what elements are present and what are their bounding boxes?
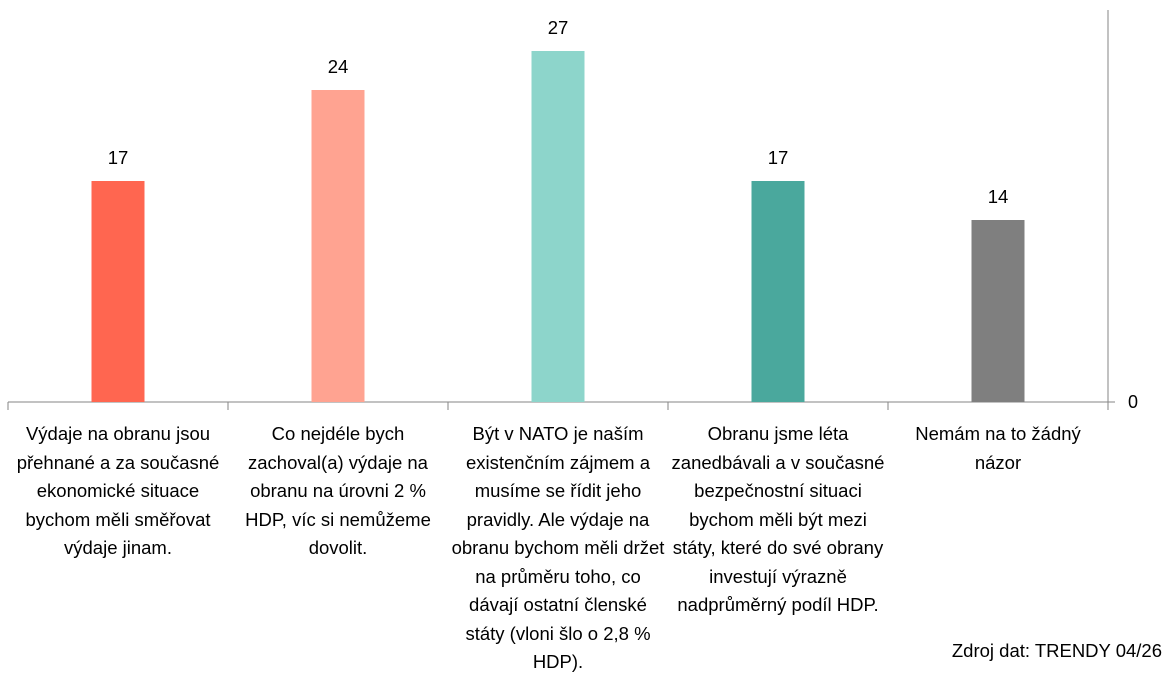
- category-label: Být v NATO je naším existenčním zájmem a…: [451, 423, 665, 672]
- data-label: 14: [988, 186, 1009, 207]
- bar: [311, 90, 365, 402]
- category-label: Obranu jsme léta zanedbávali a v současn…: [671, 423, 885, 615]
- data-label: 24: [328, 56, 349, 77]
- data-label: 17: [768, 147, 789, 168]
- category-label: Co nejdéle bych zachoval(a) výdaje na ob…: [245, 423, 431, 558]
- y-tick-label: 0: [1128, 392, 1138, 412]
- data-label: 27: [548, 17, 569, 38]
- bar: [751, 181, 805, 402]
- data-label: 17: [108, 147, 129, 168]
- bar: [971, 220, 1025, 402]
- bar: [91, 181, 145, 402]
- bar: [531, 51, 585, 402]
- source-note: Zdroj dat: TRENDY 04/26: [951, 640, 1162, 661]
- category-label: Výdaje na obranu jsou přehnané a za souč…: [16, 423, 220, 558]
- category-label: Nemám na to žádný názor: [915, 423, 1081, 473]
